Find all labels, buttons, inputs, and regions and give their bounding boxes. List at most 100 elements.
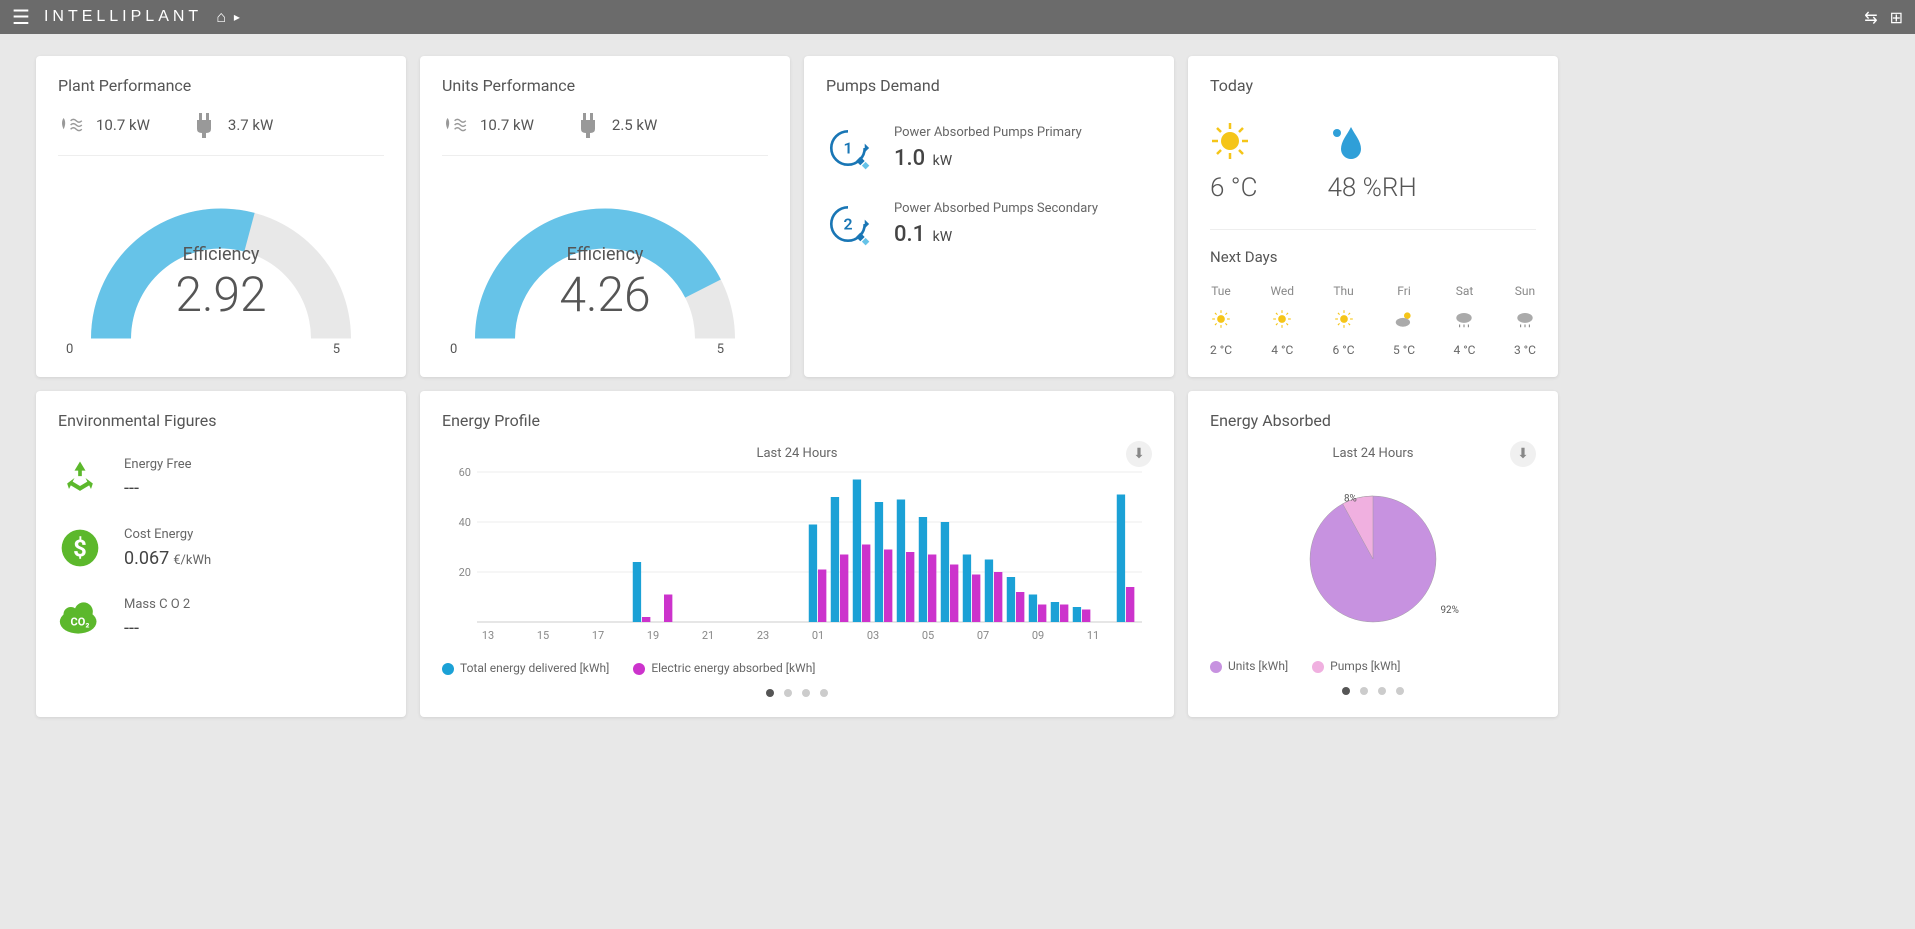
- env-cost-unit: €/kWh: [173, 553, 211, 568]
- electric-value: 3.7 kW: [228, 116, 273, 134]
- card-title: Pumps Demand: [826, 76, 1152, 95]
- energy-absorbed-pie: 8%92%: [1283, 469, 1463, 649]
- forecast-day-label: Tue: [1211, 284, 1231, 298]
- forecast-day: Wed 4 °C: [1270, 284, 1294, 357]
- dot-2[interactable]: [1360, 687, 1368, 695]
- top-bar: ☰ INTELLIPLANT ⌂ ▸ ⇆ ⊞: [0, 0, 1915, 34]
- forecast-day: Fri 5 °C: [1393, 284, 1415, 357]
- env-free-label: Energy Free: [124, 457, 192, 472]
- svg-text:2: 2: [843, 214, 852, 233]
- pump-secondary-unit: kW: [933, 229, 953, 245]
- card-title: Plant Performance: [58, 76, 384, 95]
- thermal-metric: 10.7 kW: [58, 111, 150, 139]
- next-days-title: Next Days: [1210, 248, 1536, 266]
- forecast-day-label: Sun: [1515, 284, 1535, 298]
- env-co2-label: Mass C O 2: [124, 597, 190, 612]
- svg-text:07: 07: [977, 629, 989, 642]
- gauge-units: Efficiency 4.26: [442, 166, 768, 346]
- energy-profile-chart: 204060131517192123010305070911: [442, 467, 1152, 647]
- card-environmental: Environmental Figures Energy Free --- $ …: [36, 391, 406, 717]
- legend-swatch-2: [633, 663, 645, 675]
- home-button[interactable]: ⌂: [216, 7, 226, 27]
- svg-text:8%: 8%: [1344, 493, 1357, 504]
- gauge-value: 4.26: [559, 266, 650, 323]
- forecast-temp: 2 °C: [1210, 343, 1232, 357]
- card-energy-absorbed: Energy Absorbed Last 24 Hours ⬇ 8%92% Un…: [1188, 391, 1558, 717]
- forecast-temp: 4 °C: [1271, 343, 1293, 357]
- svg-text:11: 11: [1087, 629, 1099, 642]
- dot-3[interactable]: [802, 689, 810, 697]
- card-plant-performance: Plant Performance 10.7 kW 3.7 kW: [36, 56, 406, 377]
- dot-1[interactable]: [1342, 687, 1350, 695]
- svg-text:05: 05: [922, 629, 934, 642]
- svg-text:1: 1: [843, 138, 852, 157]
- water-wave-icon: [442, 111, 470, 139]
- forecast-day-label: Sat: [1456, 284, 1474, 298]
- chart-subtitle: Last 24 Hours: [1332, 446, 1413, 461]
- recycle-icon: [58, 456, 102, 500]
- env-cost-row: $ Cost Energy 0.067€/kWh: [58, 526, 384, 570]
- pump-two-icon: 2: [826, 202, 870, 246]
- forecast-day-label: Wed: [1270, 284, 1294, 298]
- dot-1[interactable]: [766, 689, 774, 697]
- forecast-day: Sat 4 °C: [1453, 284, 1475, 357]
- svg-text:17: 17: [592, 629, 604, 642]
- forecast-icon: [1271, 308, 1293, 333]
- plug-icon: [574, 111, 602, 139]
- thermal-value: 10.7 kW: [96, 116, 150, 134]
- legend-swatch-1: [442, 663, 454, 675]
- card-units-performance: Units Performance 10.7 kW 2.5 kW: [420, 56, 790, 377]
- forecast-icon: [1210, 308, 1232, 333]
- download-button[interactable]: ⬇: [1510, 441, 1536, 467]
- pump-primary-unit: kW: [933, 153, 953, 169]
- env-free-row: Energy Free ---: [58, 456, 384, 500]
- chart-subtitle: Last 24 Hours: [756, 446, 837, 461]
- electric-metric: 3.7 kW: [190, 111, 273, 139]
- weather-temp: 6 °C: [1210, 121, 1257, 203]
- thermal-value: 10.7 kW: [480, 116, 534, 134]
- dot-4[interactable]: [820, 689, 828, 697]
- electric-metric: 2.5 kW: [574, 111, 657, 139]
- gauge-plant: Efficiency 2.92: [58, 166, 384, 346]
- forecast-temp: 3 °C: [1514, 343, 1536, 357]
- pump-primary-label: Power Absorbed Pumps Primary: [894, 125, 1082, 140]
- brand-logo: INTELLIPLANT: [44, 8, 202, 26]
- forecast-day: Thu 6 °C: [1333, 284, 1355, 357]
- env-cost-value: 0.067: [124, 548, 169, 569]
- forecast-icon: [1393, 308, 1415, 333]
- menu-button[interactable]: ☰: [12, 5, 30, 29]
- forecast-icon: [1333, 308, 1355, 333]
- refresh-icon[interactable]: ⇆: [1864, 8, 1877, 27]
- pump-secondary-label: Power Absorbed Pumps Secondary: [894, 201, 1098, 216]
- legend-swatch-units: [1210, 661, 1222, 673]
- humidity-value: 48 %RH: [1327, 173, 1416, 203]
- humidity-icon: [1327, 121, 1367, 161]
- forecast-day-label: Fri: [1397, 284, 1410, 298]
- legend-swatch-pumps: [1312, 661, 1324, 673]
- gauge-label: Efficiency: [567, 244, 644, 265]
- card-pumps-demand: Pumps Demand 1 Power Absorbed Pumps Prim…: [804, 56, 1174, 377]
- pump-primary-row: 1 Power Absorbed Pumps Primary 1.0 kW: [826, 125, 1152, 171]
- dot-4[interactable]: [1396, 687, 1404, 695]
- pagination-dots: [442, 689, 1152, 697]
- dot-3[interactable]: [1378, 687, 1386, 695]
- apps-icon[interactable]: ⊞: [1890, 8, 1903, 27]
- dot-2[interactable]: [784, 689, 792, 697]
- svg-text:$: $: [73, 534, 87, 562]
- download-button[interactable]: ⬇: [1126, 441, 1152, 467]
- sun-icon: [1210, 121, 1250, 161]
- env-co2-value: ---: [124, 618, 190, 639]
- env-free-value: ---: [124, 478, 192, 499]
- svg-text:15: 15: [537, 629, 549, 642]
- pump-one-icon: 1: [826, 126, 870, 170]
- dollar-icon: $: [58, 526, 102, 570]
- pagination-dots: [1210, 687, 1536, 695]
- thermal-metric: 10.7 kW: [442, 111, 534, 139]
- legend-label-units: Units [kWh]: [1228, 659, 1288, 673]
- electric-value: 2.5 kW: [612, 116, 657, 134]
- card-title: Energy Profile: [442, 411, 1152, 430]
- forecast-icon: [1514, 308, 1536, 333]
- svg-text:20: 20: [459, 566, 471, 579]
- svg-text:CO₂: CO₂: [71, 615, 90, 628]
- legend-label-pumps: Pumps [kWh]: [1330, 659, 1400, 673]
